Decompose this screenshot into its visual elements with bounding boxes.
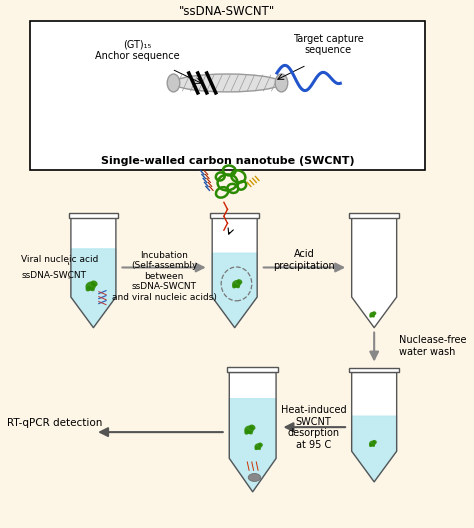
Ellipse shape <box>369 440 376 447</box>
Ellipse shape <box>237 279 242 284</box>
Polygon shape <box>71 218 116 328</box>
Ellipse shape <box>275 74 288 92</box>
Ellipse shape <box>173 74 282 92</box>
Ellipse shape <box>90 287 95 291</box>
Text: Single-walled carbon nanotube (SWCNT): Single-walled carbon nanotube (SWCNT) <box>100 156 354 166</box>
Ellipse shape <box>232 284 237 288</box>
Ellipse shape <box>373 440 377 444</box>
Polygon shape <box>352 416 397 482</box>
Bar <box>349 367 399 372</box>
Ellipse shape <box>369 444 373 447</box>
Text: ssDNA-SWCNT: ssDNA-SWCNT <box>21 271 86 280</box>
Ellipse shape <box>255 446 258 450</box>
Ellipse shape <box>373 311 376 315</box>
Ellipse shape <box>369 315 373 318</box>
Ellipse shape <box>236 285 240 288</box>
Ellipse shape <box>232 280 241 288</box>
Ellipse shape <box>248 431 253 435</box>
FancyBboxPatch shape <box>30 21 425 171</box>
Bar <box>69 213 118 218</box>
Ellipse shape <box>258 447 261 450</box>
Polygon shape <box>71 249 116 328</box>
Text: Nuclease-free
water wash: Nuclease-free water wash <box>400 335 467 357</box>
Text: Heat-induced
SWCNT
desorption
at 95 C: Heat-induced SWCNT desorption at 95 C <box>281 406 346 450</box>
Ellipse shape <box>249 425 255 430</box>
Polygon shape <box>212 253 257 328</box>
Ellipse shape <box>85 281 96 290</box>
Text: RT-qPCR detection: RT-qPCR detection <box>7 418 102 428</box>
Polygon shape <box>352 218 397 328</box>
Text: Target capture
sequence: Target capture sequence <box>293 33 364 55</box>
Polygon shape <box>352 372 397 482</box>
Bar <box>349 213 399 218</box>
Ellipse shape <box>244 426 254 434</box>
Polygon shape <box>229 372 276 492</box>
Ellipse shape <box>372 445 375 447</box>
Ellipse shape <box>369 312 375 317</box>
Ellipse shape <box>86 286 91 291</box>
Ellipse shape <box>255 444 262 450</box>
Polygon shape <box>212 218 257 328</box>
Polygon shape <box>229 399 276 492</box>
Text: Incubation
(Self-assembly
between
ssDNA-SWCNT
and viral nucleic acids): Incubation (Self-assembly between ssDNA-… <box>111 251 217 301</box>
Ellipse shape <box>258 442 263 447</box>
Text: "ssDNA-SWCNT": "ssDNA-SWCNT" <box>179 5 275 18</box>
Ellipse shape <box>91 280 98 287</box>
Text: Viral nucleic acid: Viral nucleic acid <box>21 256 99 265</box>
Ellipse shape <box>167 74 180 92</box>
Ellipse shape <box>248 474 261 482</box>
Text: Acid
precipitation: Acid precipitation <box>273 249 335 271</box>
Ellipse shape <box>372 315 375 317</box>
Bar <box>210 213 259 218</box>
Bar <box>227 367 278 372</box>
Ellipse shape <box>244 430 249 435</box>
Text: (GT)₁₅
Anchor sequence: (GT)₁₅ Anchor sequence <box>95 40 180 61</box>
